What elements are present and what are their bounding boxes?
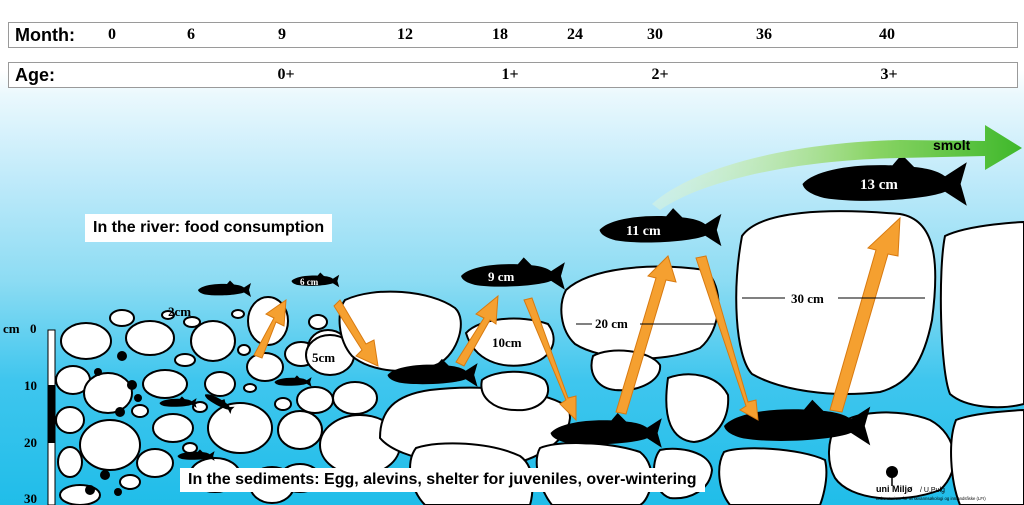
age-tick: 1+	[501, 66, 519, 83]
depth-tick: 20	[24, 435, 37, 450]
month-tick: 12	[397, 26, 413, 43]
logo-credit: / U.Pulg	[920, 487, 945, 494]
age-label: Age:	[15, 65, 55, 85]
stone-size-label: 5cm	[312, 350, 335, 365]
depth-tick: 10	[24, 378, 37, 393]
depth-tick: 30	[24, 491, 37, 505]
movement-arrows	[253, 216, 901, 422]
sediments-caption: In the sediments: Egg, alevins, shelter …	[180, 468, 705, 492]
month-tick: 0	[108, 26, 116, 43]
month-tick: 30	[647, 26, 663, 43]
stone-size-label: 30 cm	[791, 291, 824, 306]
smolt-arrow: smolt	[652, 125, 1022, 210]
stone-size-label: 10cm	[492, 335, 522, 350]
fish-size-label: 9 cm	[488, 269, 515, 284]
month-tick: 24	[567, 26, 583, 43]
depth-scale: cm 0 10 20 30	[3, 321, 56, 505]
river-caption: In the river: food consumption	[85, 214, 333, 242]
fish-size-label: 11 cm	[626, 224, 661, 239]
stone-size-label: 20 cm	[595, 316, 628, 331]
age-tick: 0+	[277, 66, 295, 83]
month-label: Month:	[15, 25, 75, 45]
month-tick: 40	[879, 26, 895, 43]
logo: uni Miljø / U.Pulg Laboratorium for fers…	[876, 466, 986, 501]
smolt-label: smolt	[933, 137, 971, 153]
month-tick: 6	[187, 26, 195, 43]
age-tick: 2+	[651, 66, 669, 83]
month-tick: 36	[756, 26, 772, 43]
depth-tick: 0	[30, 321, 37, 336]
logo-name: uni Miljø	[876, 484, 913, 494]
logo-mark-icon	[886, 466, 898, 478]
depth-unit: cm	[3, 321, 20, 336]
fish-size-label: 13 cm	[860, 177, 898, 193]
stone-size-label: 2cm	[168, 304, 191, 319]
eggs	[85, 351, 142, 496]
age-timeline: Age: 0+ 1+ 2+ 3+	[8, 62, 1018, 88]
fish-size-label: 6 cm	[300, 277, 319, 287]
age-tick: 3+	[880, 66, 898, 83]
logo-subtitle: Laboratorium for ferskvannsøkologi og in…	[876, 496, 986, 501]
month-timeline: Month: 0 6 9 12 18 24 30 36 40	[8, 22, 1018, 48]
month-tick: 18	[492, 26, 508, 43]
month-tick: 9	[278, 26, 286, 43]
